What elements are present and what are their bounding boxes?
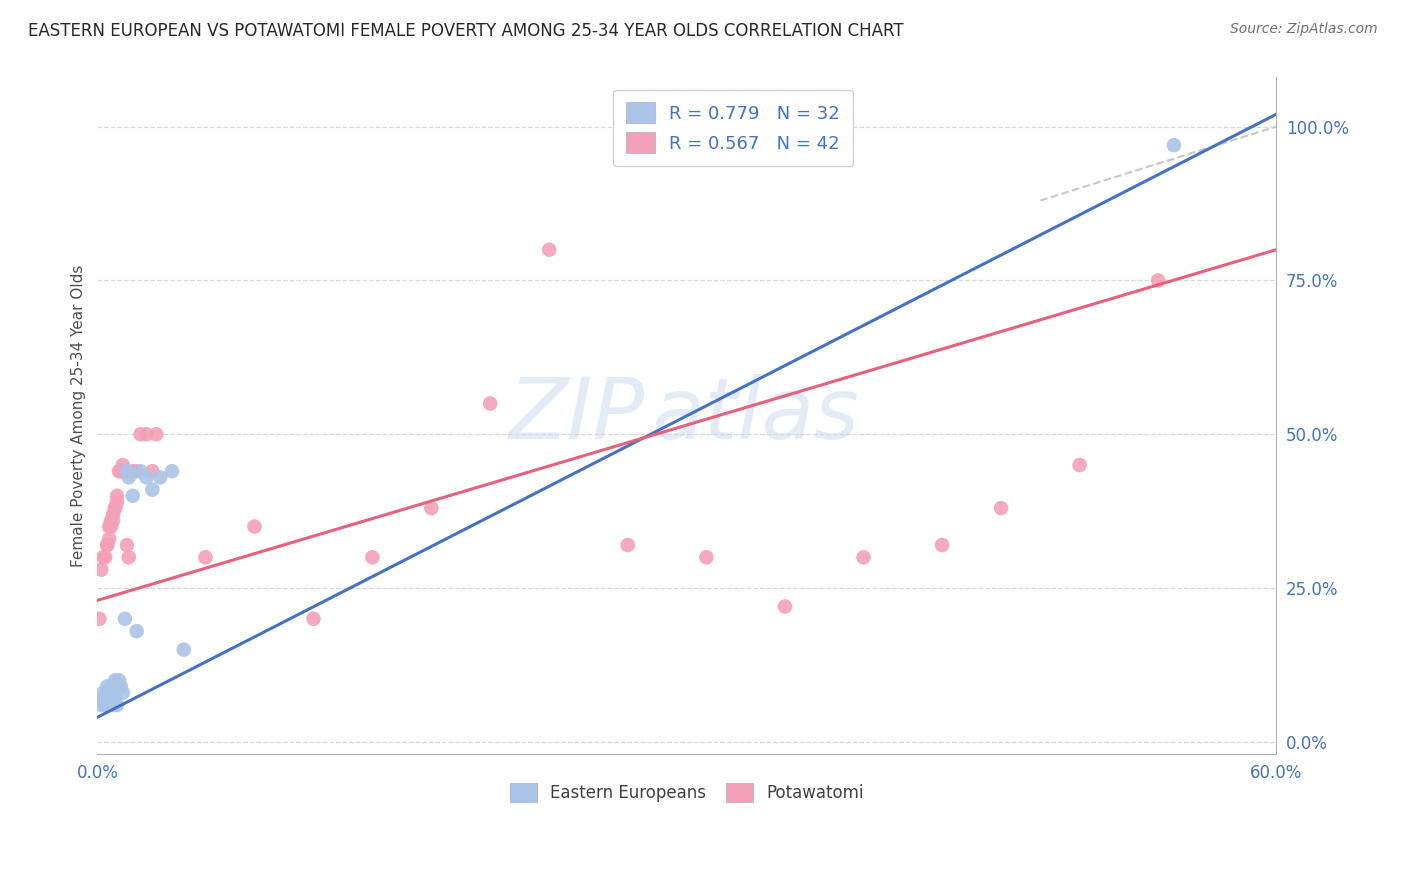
Point (90, 698, 112, 712)
Point (665, 138, 688, 153)
Point (114, 612, 136, 626)
Point (361, 550, 384, 565)
Point (94, 698, 117, 712)
Point (115, 464, 138, 478)
Point (1069, 458, 1091, 472)
Point (135, 427, 157, 442)
Point (420, 501, 443, 516)
Point (121, 464, 143, 478)
Point (302, 612, 325, 626)
Point (96, 538, 118, 552)
Point (149, 470, 172, 484)
Point (91, 686, 114, 700)
Point (101, 698, 124, 712)
Point (90, 563, 112, 577)
Text: ZIP: ZIP (509, 375, 645, 458)
Point (101, 686, 124, 700)
Text: EASTERN EUROPEAN VS POTAWATOMI FEMALE POVERTY AMONG 25-34 YEAR OLDS CORRELATION : EASTERN EUROPEAN VS POTAWATOMI FEMALE PO… (28, 22, 904, 40)
Point (145, 427, 167, 442)
Point (101, 513, 124, 527)
Point (98, 532, 121, 546)
Point (108, 464, 131, 478)
Text: Source: ZipAtlas.com: Source: ZipAtlas.com (1230, 22, 1378, 37)
Point (111, 458, 134, 472)
Point (89, 612, 111, 626)
Point (96, 691, 118, 706)
Point (118, 550, 141, 565)
Point (1163, 138, 1185, 153)
Point (110, 680, 132, 694)
Point (100, 680, 122, 694)
Point (141, 464, 163, 478)
Point (98, 686, 121, 700)
Point (160, 464, 183, 478)
Legend: Eastern Europeans, Potawatomi: Eastern Europeans, Potawatomi (498, 771, 875, 814)
Point (141, 483, 163, 497)
Point (194, 550, 217, 565)
Point (104, 673, 127, 688)
Point (173, 642, 195, 657)
Point (695, 550, 717, 565)
Point (94, 550, 117, 565)
Point (104, 501, 127, 516)
Point (773, 599, 796, 614)
Point (990, 501, 1012, 516)
Point (100, 513, 122, 527)
Point (852, 550, 875, 565)
Text: atlas: atlas (651, 375, 859, 458)
Point (105, 698, 128, 712)
Point (101, 508, 124, 522)
Point (125, 464, 148, 478)
Point (243, 519, 266, 533)
Point (108, 673, 131, 688)
Point (118, 470, 141, 484)
Point (129, 464, 152, 478)
Point (129, 427, 152, 442)
Point (104, 501, 127, 516)
Point (91, 691, 114, 706)
Point (110, 464, 132, 478)
Point (111, 686, 134, 700)
Point (931, 538, 953, 552)
Point (479, 396, 502, 410)
Y-axis label: Female Poverty Among 25-34 Year Olds: Female Poverty Among 25-34 Year Olds (72, 265, 86, 567)
Point (98, 519, 121, 533)
Point (98, 698, 121, 712)
Point (121, 489, 143, 503)
Point (538, 243, 561, 257)
Point (125, 624, 148, 639)
Point (105, 495, 128, 509)
Point (105, 489, 128, 503)
Point (617, 538, 640, 552)
Point (96, 680, 118, 694)
Point (1147, 273, 1170, 287)
Point (105, 680, 128, 694)
Point (100, 519, 122, 533)
Point (96, 538, 118, 552)
Point (104, 691, 127, 706)
Point (100, 691, 122, 706)
Point (91, 550, 114, 565)
Point (135, 470, 157, 484)
Point (115, 538, 138, 552)
